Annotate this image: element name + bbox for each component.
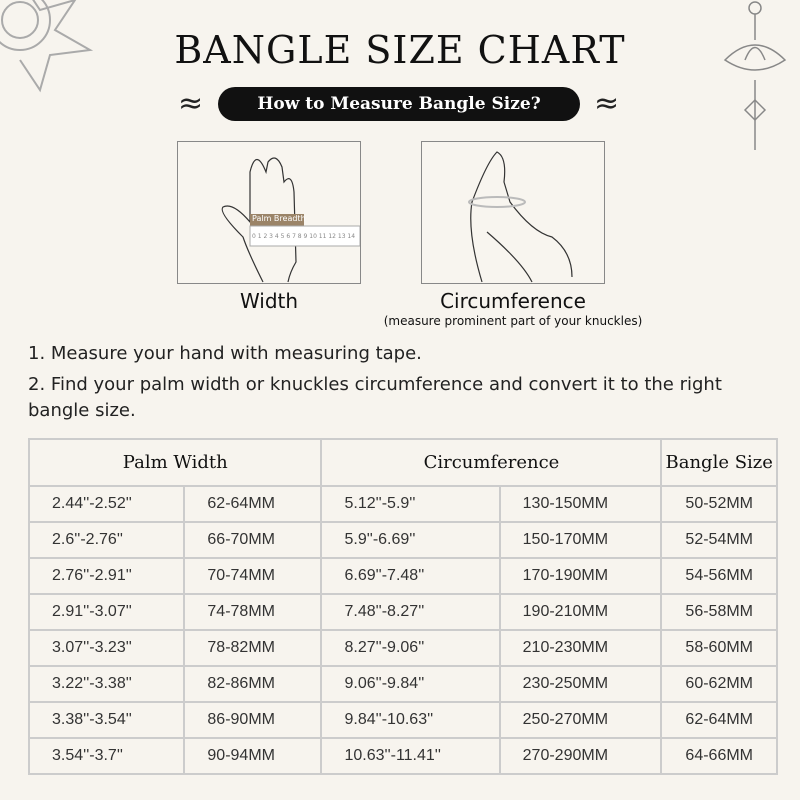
- palm-width-mm-cell: 62-64MM: [183, 485, 323, 523]
- lotus-decoration: [723, 1, 787, 150]
- hand-ruler-drawing: [221, 157, 361, 283]
- bangle-size-cell: 56-58MM: [660, 593, 778, 631]
- swirl-right-icon: ≈: [594, 86, 620, 121]
- palm-width-inch-cell: 2.6''-2.76'': [27, 521, 186, 559]
- circumference-inch-cell: 8.27''-9.06'': [320, 629, 501, 667]
- bangle-size-cell: 58-60MM: [660, 629, 778, 667]
- palm-width-inch-cell: 2.91''-3.07'': [27, 593, 186, 631]
- circumference-caption: Circumference: [440, 289, 586, 313]
- palm-width-inch-cell: 3.07''-3.23'': [27, 629, 186, 667]
- table-row: 3.07''-3.23'' 78-82MM 8.27''-9.06'' 210-230…: [27, 629, 778, 667]
- bangle-size-cell: 62-64MM: [660, 701, 778, 739]
- page-title: BANGLE SIZE CHART: [174, 28, 626, 72]
- step-1: 1. Measure your hand with measuring tape…: [28, 343, 422, 364]
- palm-width-inch-cell: 2.76''-2.91'': [27, 557, 186, 595]
- palm-width-inch-cell: 2.44''-2.52'': [27, 485, 186, 523]
- palm-width-mm-cell: 66-70MM: [183, 521, 323, 559]
- header-palm-width: Palm Width: [27, 438, 323, 487]
- table-row: 2.76''-2.91'' 70-74MM 6.69''-7.48'' 170-190…: [27, 557, 778, 595]
- circumference-inch-cell: 10.63''-11.41'': [320, 737, 501, 775]
- circumference-mm-cell: 270-290MM: [498, 737, 663, 775]
- palm-width-mm-cell: 70-74MM: [183, 557, 323, 595]
- step-2: 2. Find your palm width or knuckles circ…: [28, 374, 722, 421]
- circumference-mm-cell: 170-190MM: [498, 557, 663, 595]
- circumference-inch-cell: 5.12''-5.9'': [320, 485, 501, 523]
- size-table: Palm Width Circumference Bangle Size 2.4…: [27, 438, 778, 775]
- bangle-size-cell: 52-54MM: [660, 521, 778, 559]
- knuckles-drawing: [468, 151, 573, 283]
- bangle-size-cell: 64-66MM: [660, 737, 778, 775]
- width-caption: Width: [239, 289, 299, 313]
- swirl-left-icon: ≈: [178, 86, 204, 121]
- circumference-inch-cell: 7.48''-8.27'': [320, 593, 501, 631]
- palm-width-inch-cell: 3.38''-3.54'': [27, 701, 186, 739]
- ruler-scale: 0 1 2 3 4 5 6 7 8 9 10 11 12 13 14: [252, 233, 356, 240]
- mandala-decoration: [0, 0, 94, 93]
- circumference-inch-cell: 9.84''-10.63'': [320, 701, 501, 739]
- palm-width-mm-cell: 82-86MM: [183, 665, 323, 703]
- circumference-mm-cell: 130-150MM: [498, 485, 663, 523]
- table-row: 3.22''-3.38'' 82-86MM 9.06''-9.84'' 230-250…: [27, 665, 778, 703]
- table-row: 2.91''-3.07'' 74-78MM 7.48''-8.27'' 190-210…: [27, 593, 778, 631]
- bangle-size-cell: 60-62MM: [660, 665, 778, 703]
- circumference-mm-cell: 250-270MM: [498, 701, 663, 739]
- circumference-inch-cell: 6.69''-7.48'': [320, 557, 501, 595]
- bangle-size-cell: 54-56MM: [660, 557, 778, 595]
- palm-width-inch-cell: 3.54''-3.7'': [27, 737, 186, 775]
- header-circumference: Circumference: [320, 438, 663, 487]
- table-row: 3.54''-3.7'' 90-94MM 10.63''-11.41'' 270-29…: [27, 737, 778, 775]
- width-illustration: Palm Breadth 0 1 2 3 4 5 6 7 8 9 10 11 1…: [177, 141, 361, 284]
- palm-width-mm-cell: 90-94MM: [183, 737, 323, 775]
- palm-width-mm-cell: 86-90MM: [183, 701, 323, 739]
- circumference-illustration: [421, 141, 605, 284]
- circumference-mm-cell: 150-170MM: [498, 521, 663, 559]
- circumference-inch-cell: 9.06''-9.84'': [320, 665, 501, 703]
- circumference-note: (measure prominent part of your knuckles…: [383, 314, 643, 328]
- palm-width-mm-cell: 74-78MM: [183, 593, 323, 631]
- bangle-size-cell: 50-52MM: [660, 485, 778, 523]
- circumference-mm-cell: 210-230MM: [498, 629, 663, 667]
- palm-breadth-label: Palm Breadth: [252, 214, 306, 223]
- circumference-mm-cell: 190-210MM: [498, 593, 663, 631]
- table-row: 3.38''-3.54'' 86-90MM 9.84''-10.63'' 250-27…: [27, 701, 778, 739]
- circumference-mm-cell: 230-250MM: [498, 665, 663, 703]
- table-row: 2.44''-2.52'' 62-64MM 5.12''-5.9'' 130-150M…: [27, 485, 778, 523]
- circumference-inch-cell: 5.9''-6.69'': [320, 521, 501, 559]
- header-bangle-size: Bangle Size: [660, 438, 778, 487]
- table-row: 2.6''-2.76'' 66-70MM 5.9''-6.69'' 150-170MM…: [27, 521, 778, 559]
- palm-width-mm-cell: 78-82MM: [183, 629, 323, 667]
- palm-width-inch-cell: 3.22''-3.38'': [27, 665, 186, 703]
- subtitle-banner: How to Measure Bangle Size?: [218, 87, 580, 121]
